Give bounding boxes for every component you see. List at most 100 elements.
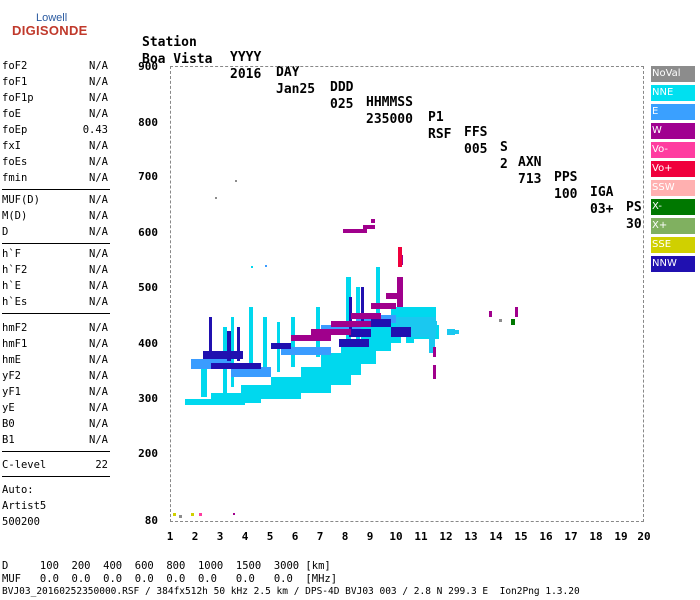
hdr-s: S [500, 140, 508, 155]
param-name: hmF1 [2, 338, 28, 350]
x-tick-label: 18 [589, 530, 603, 543]
param-name: B0 [2, 418, 15, 430]
logo-digisonde-text: DIGISONDE [12, 23, 88, 38]
divider [2, 313, 110, 314]
hdr-ddd: DDD [330, 80, 354, 95]
param-row: h`E N/A [2, 280, 108, 294]
x-tick-label: 6 [291, 530, 299, 543]
trace-w [291, 219, 492, 379]
val-ddd: 025 [330, 97, 354, 112]
x-tick-label: 20 [637, 530, 651, 543]
val-s: 2 [500, 157, 508, 172]
val-p1: RSF [428, 127, 452, 142]
y-tick-label: 400 [138, 337, 158, 350]
y-tick-label: 500 [138, 281, 158, 294]
param-value: N/A [89, 296, 108, 308]
y-tick-label: 800 [138, 116, 158, 129]
param-row: h`Es N/A [2, 296, 108, 310]
param-value: N/A [89, 248, 108, 260]
trace-vo [199, 247, 402, 516]
x-tick-label: 1 [166, 530, 174, 543]
param-name: yF1 [2, 386, 21, 398]
param-value: N/A [89, 402, 108, 414]
param-value: N/A [89, 156, 108, 168]
divider [2, 451, 110, 452]
param-value: N/A [89, 434, 108, 446]
param-name: foEs [2, 156, 28, 168]
hdr-yyyy: YYYY [230, 50, 262, 65]
val-yyyy: 2016 [230, 67, 262, 82]
header-row-1: Station YYYY DAY DDD HHMMSS P1 FFS S AXN… [0, 20, 700, 215]
param-value: N/A [89, 172, 108, 184]
param-row: foF2 N/A [2, 60, 108, 74]
param-value: N/A [89, 338, 108, 350]
y-tick-label: 700 [138, 170, 158, 183]
param-name: fmin [2, 172, 28, 184]
param-name: foF1p [2, 92, 34, 104]
x-tick-label: 13 [464, 530, 478, 543]
param-value: 0.43 [82, 124, 108, 136]
param-row: MUF(D) N/A [2, 194, 108, 208]
y-tick-label: 300 [138, 392, 158, 405]
hdr-ffs: FFS [464, 125, 488, 140]
y-tick-label: 200 [138, 447, 158, 460]
legend-item: W [651, 123, 695, 139]
param-name: C-level [2, 459, 47, 471]
param-name: h`E [2, 280, 21, 292]
param-row: C-level 22 [2, 459, 108, 473]
ionogram-plot-area [170, 66, 644, 522]
ionogram-scatter-svg [173, 180, 518, 518]
hdr-p1: P1 [428, 110, 444, 125]
auto-line-1: Auto: [2, 484, 34, 496]
hdr-station: Station [142, 35, 197, 50]
param-row: hmE N/A [2, 354, 108, 368]
logo-lowell-text: Lowell [36, 12, 68, 24]
val-iga: 03+ [590, 202, 614, 217]
param-value: N/A [89, 264, 108, 276]
param-name: hmF2 [2, 322, 28, 334]
legend-item: Vo+ [651, 161, 695, 177]
x-tick-label: 9 [366, 530, 374, 543]
hdr-pps: PPS [554, 170, 578, 185]
param-value: N/A [89, 418, 108, 430]
x-tick-label: 19 [614, 530, 628, 543]
x-tick-label: 2 [191, 530, 199, 543]
divider [2, 476, 110, 477]
footer-file-row: BVJ03_20160252350000.RSF / 384fx512h 50 … [2, 586, 580, 597]
param-name: h`F2 [2, 264, 28, 276]
param-name: yE [2, 402, 15, 414]
param-name: foF1 [2, 76, 28, 88]
x-tick-label: 16 [539, 530, 553, 543]
param-row: fxI N/A [2, 140, 108, 154]
legend-item: SSW [651, 180, 695, 196]
trace-misc [173, 180, 518, 518]
x-tick-label: 5 [266, 530, 274, 543]
param-name: h`Es [2, 296, 28, 308]
param-value: N/A [89, 60, 108, 72]
y-tick-label: 900 [138, 60, 158, 73]
param-value: N/A [89, 108, 108, 120]
x-tick-label: 10 [389, 530, 403, 543]
param-row: foF1 N/A [2, 76, 108, 90]
hdr-axn: AXN [518, 155, 542, 170]
param-value: N/A [89, 386, 108, 398]
header-row-2: Boa Vista 2016 Jan25 025 235000 RSF 005 … [0, 37, 700, 232]
param-name: yF2 [2, 370, 21, 382]
val-day: Jan25 [276, 82, 316, 97]
divider [2, 189, 110, 190]
param-value: N/A [89, 194, 108, 206]
x-tick-label: 14 [489, 530, 503, 543]
param-value: N/A [89, 210, 108, 222]
param-row: M(D) N/A [2, 210, 108, 224]
param-row: fmin N/A [2, 172, 108, 186]
x-tick-label: 3 [216, 530, 224, 543]
val-hhmmss: 235000 [366, 112, 413, 127]
param-value: N/A [89, 92, 108, 104]
param-name: foF2 [2, 60, 28, 72]
param-name: foE [2, 108, 21, 120]
x-tick-label: 4 [241, 530, 249, 543]
param-value: N/A [89, 354, 108, 366]
auto-label: Artist5 [2, 500, 108, 514]
hdr-hhmmss: HHMMSS [366, 95, 413, 110]
val-station: Boa Vista [142, 52, 213, 67]
